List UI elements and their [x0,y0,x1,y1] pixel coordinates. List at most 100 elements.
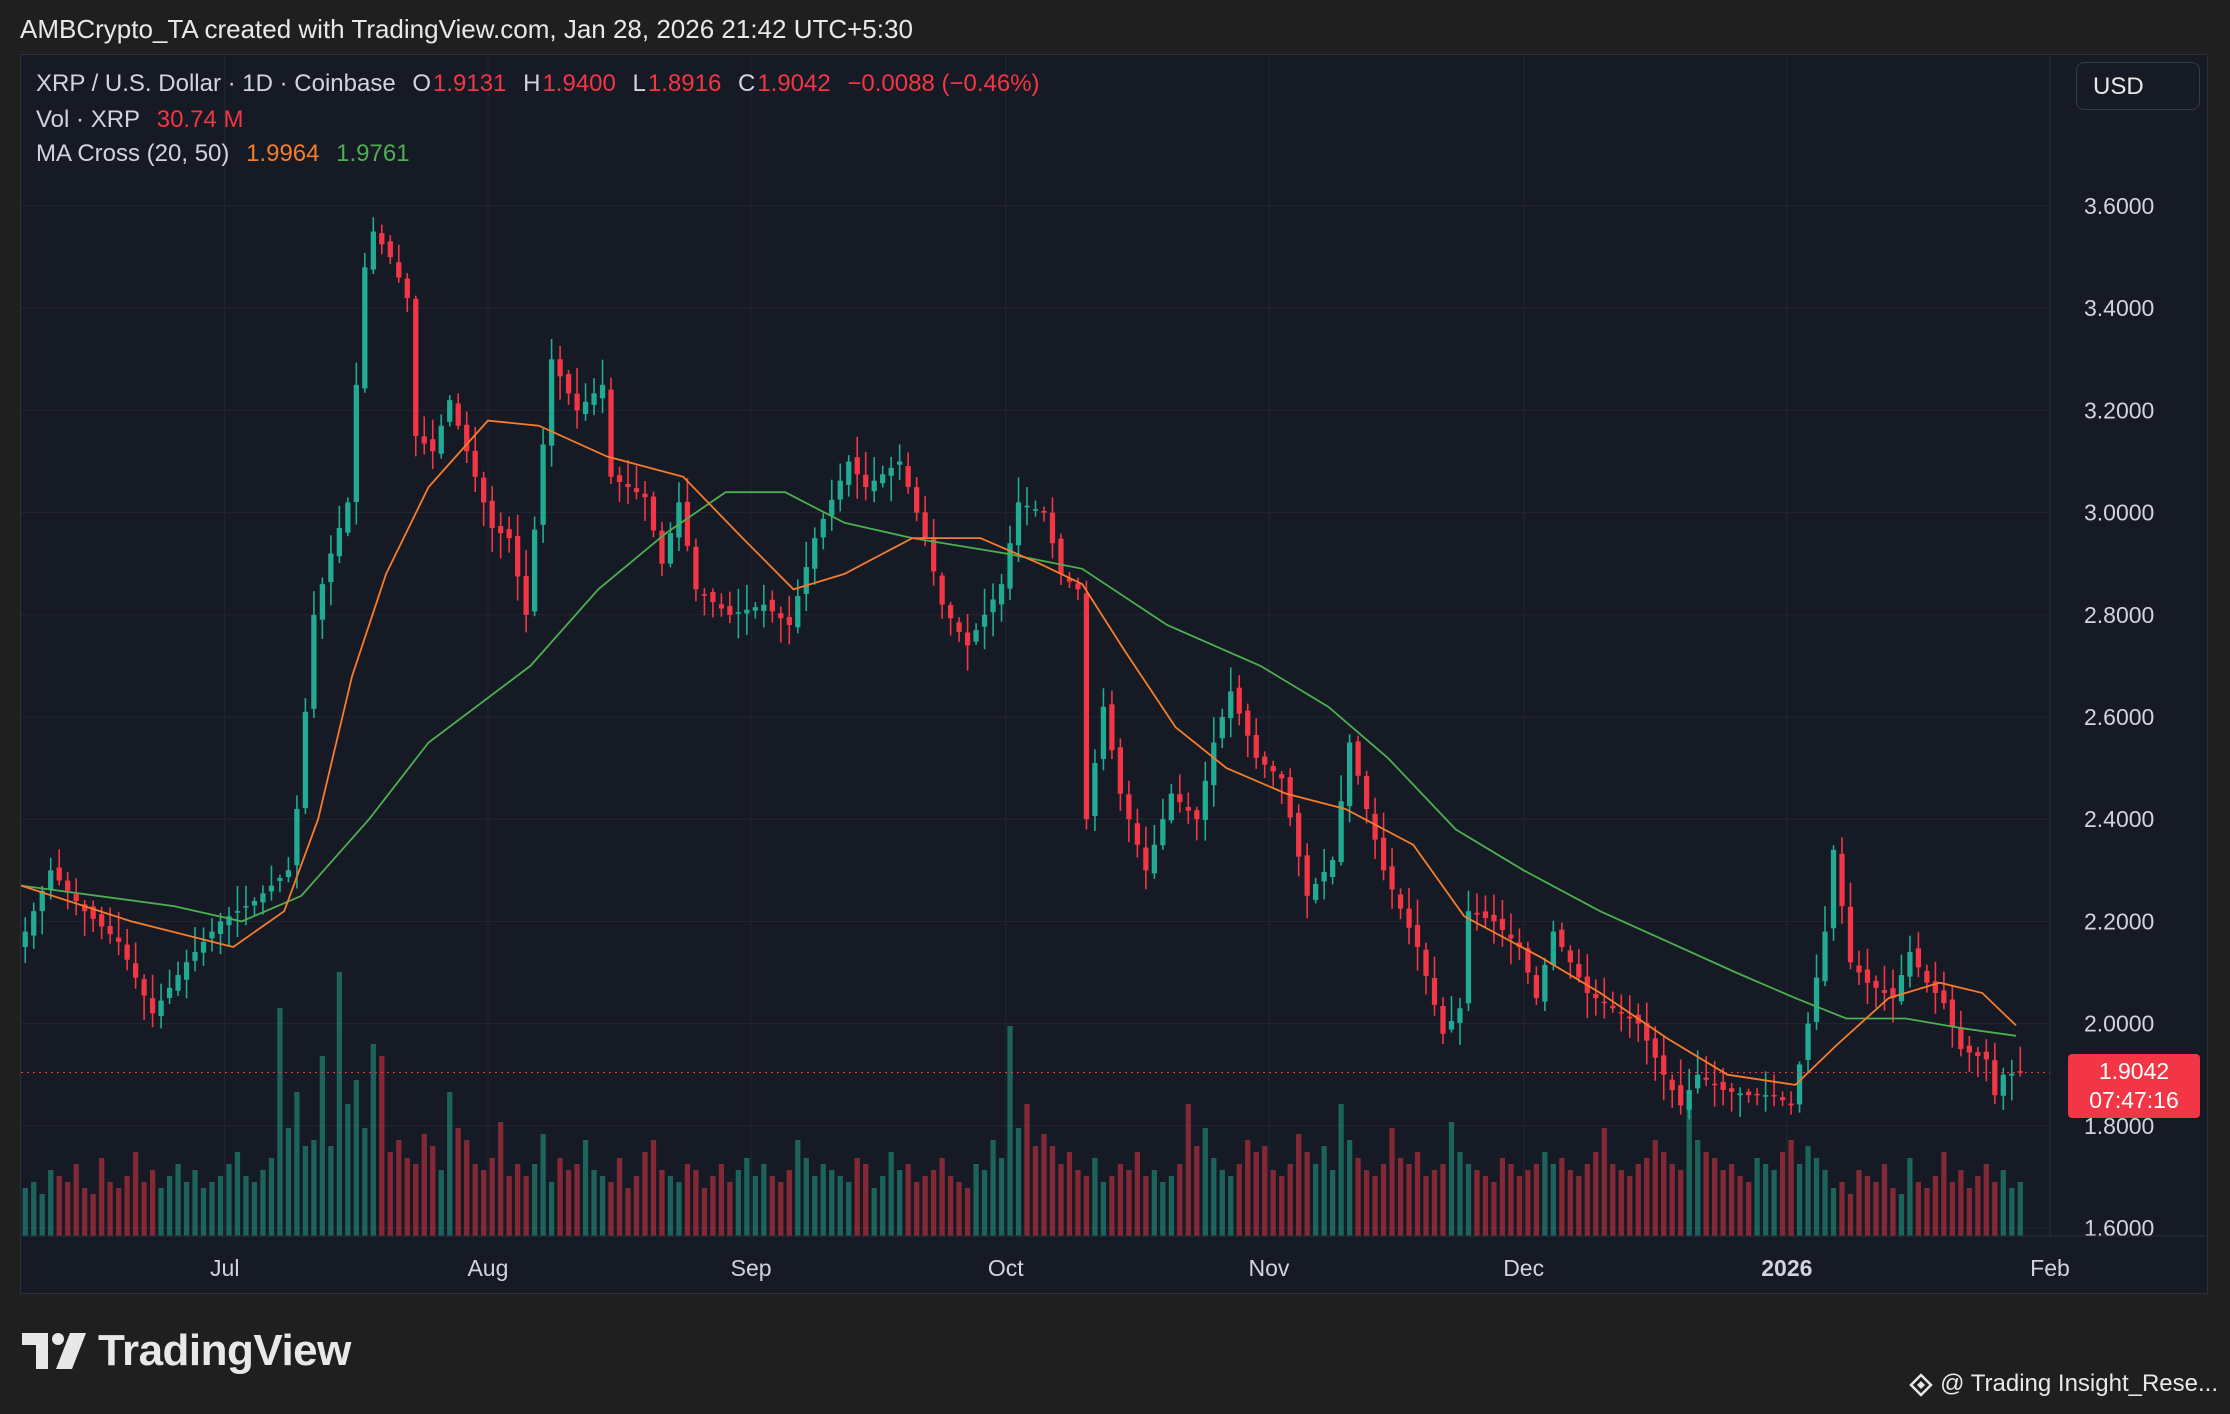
close-value: 1.9042 [757,70,831,97]
candle-body [1881,990,1888,993]
ma-cross-label[interactable]: MA Cross (20, 50) [36,140,230,167]
volume-bar [990,1140,996,1236]
candle-body [1932,981,1939,993]
candle-body [1678,1085,1684,1106]
candle-body [1117,747,1124,794]
volume-bar [1508,1164,1514,1236]
ma20-line [21,419,2017,1086]
candle-body [1516,942,1523,947]
candle-body [1465,911,1472,1004]
volume-bar [234,1152,241,1236]
currency-button[interactable]: USD [2076,62,2200,110]
volume-bar [294,1092,300,1236]
candle-body [268,885,275,892]
candle-body [1550,931,1556,965]
candle-body [1491,914,1497,922]
y-tick-label: 3.2000 [2084,397,2154,423]
candle-body [1482,911,1489,918]
x-tick-label: Oct [988,1255,1024,1281]
volume-bar [1177,1164,1183,1236]
tradingview-logo[interactable]: TradingView [22,1326,351,1376]
candle-body [209,931,215,939]
volume-bar [1771,1170,1777,1236]
last-price-value: 1.9042 [2098,1058,2170,1084]
volume-bar [1253,1152,1259,1236]
volume-bar [404,1158,410,1236]
symbol-title[interactable]: XRP / U.S. Dollar · 1D · Coinbase [36,70,396,97]
moving-averages [21,419,2050,1086]
volume-bar [1491,1182,1497,1236]
candle-body [650,496,657,531]
candle-body [744,609,750,614]
y-tick-label: 3.4000 [2084,295,2154,321]
volume-bar [175,1164,181,1236]
candle-body [336,527,342,557]
candle-body [141,979,147,996]
candle-body [1788,1103,1794,1106]
candle-body [803,567,809,594]
candle-body [557,359,563,377]
volume-bar [1873,1182,1879,1236]
volume-bar [1830,1188,1837,1236]
candle-body [752,607,758,611]
candle-body [404,278,410,298]
candle-body [820,518,826,538]
chart-panel[interactable] [20,54,2208,1294]
candle-body [115,937,122,942]
volume-bar [82,1188,88,1236]
volume-bar [608,1182,614,1236]
candle-body [1474,912,1480,915]
open-key: O [412,70,432,97]
candle-body [880,474,886,484]
volume-bar [1372,1176,1378,1236]
candle-countdown: 07:47:16 [2089,1087,2179,1113]
volume-bar [998,1158,1005,1236]
candle-body [591,393,597,405]
candle-body [464,424,470,452]
candle-body [1440,1006,1446,1034]
candle-body [786,616,792,626]
volume-bar [812,1176,818,1236]
volume-bar [1440,1164,1446,1236]
candle-body [1262,756,1268,765]
volume-bar [1363,1170,1370,1236]
volume-bar [379,1056,385,1236]
candle-body [498,526,504,534]
volume-bar [115,1188,122,1236]
candle-body [302,711,309,809]
volume-bar [31,1182,37,1236]
volume-bar [1126,1170,1132,1236]
candle-body [1024,505,1030,508]
candle-body [829,499,835,516]
volume-bar [251,1182,258,1236]
volume-bar [1915,1182,1922,1236]
candle-body [574,393,580,411]
candle-body [871,480,877,492]
volume-bar [48,1170,54,1236]
candle-body [947,605,954,619]
candle-body [735,612,741,614]
volume-bar [1423,1176,1429,1236]
volume-bar [1593,1152,1599,1236]
volume-bar [2000,1170,2006,1236]
candle-body [1779,1097,1786,1101]
volume-bar [1397,1158,1404,1236]
candle-body [158,1000,164,1017]
candle-body [1177,794,1183,803]
volume-bar [464,1140,470,1236]
volume-bar [217,1176,224,1236]
candle-body [421,436,427,444]
volume-bar [1695,1140,1701,1236]
candle-body [1805,1023,1811,1060]
candle-body [1958,1026,1964,1050]
volume-bar [387,1152,393,1236]
candle-body [1211,742,1217,786]
volume-bar [650,1140,657,1236]
volume-bar [1796,1164,1803,1236]
candle-body [260,893,266,903]
volume-label[interactable]: Vol · XRP [36,106,141,133]
candle-body [998,584,1005,605]
candle-body [608,389,614,477]
watermark: @ Trading Insight_Rese... [1909,1370,2218,1398]
